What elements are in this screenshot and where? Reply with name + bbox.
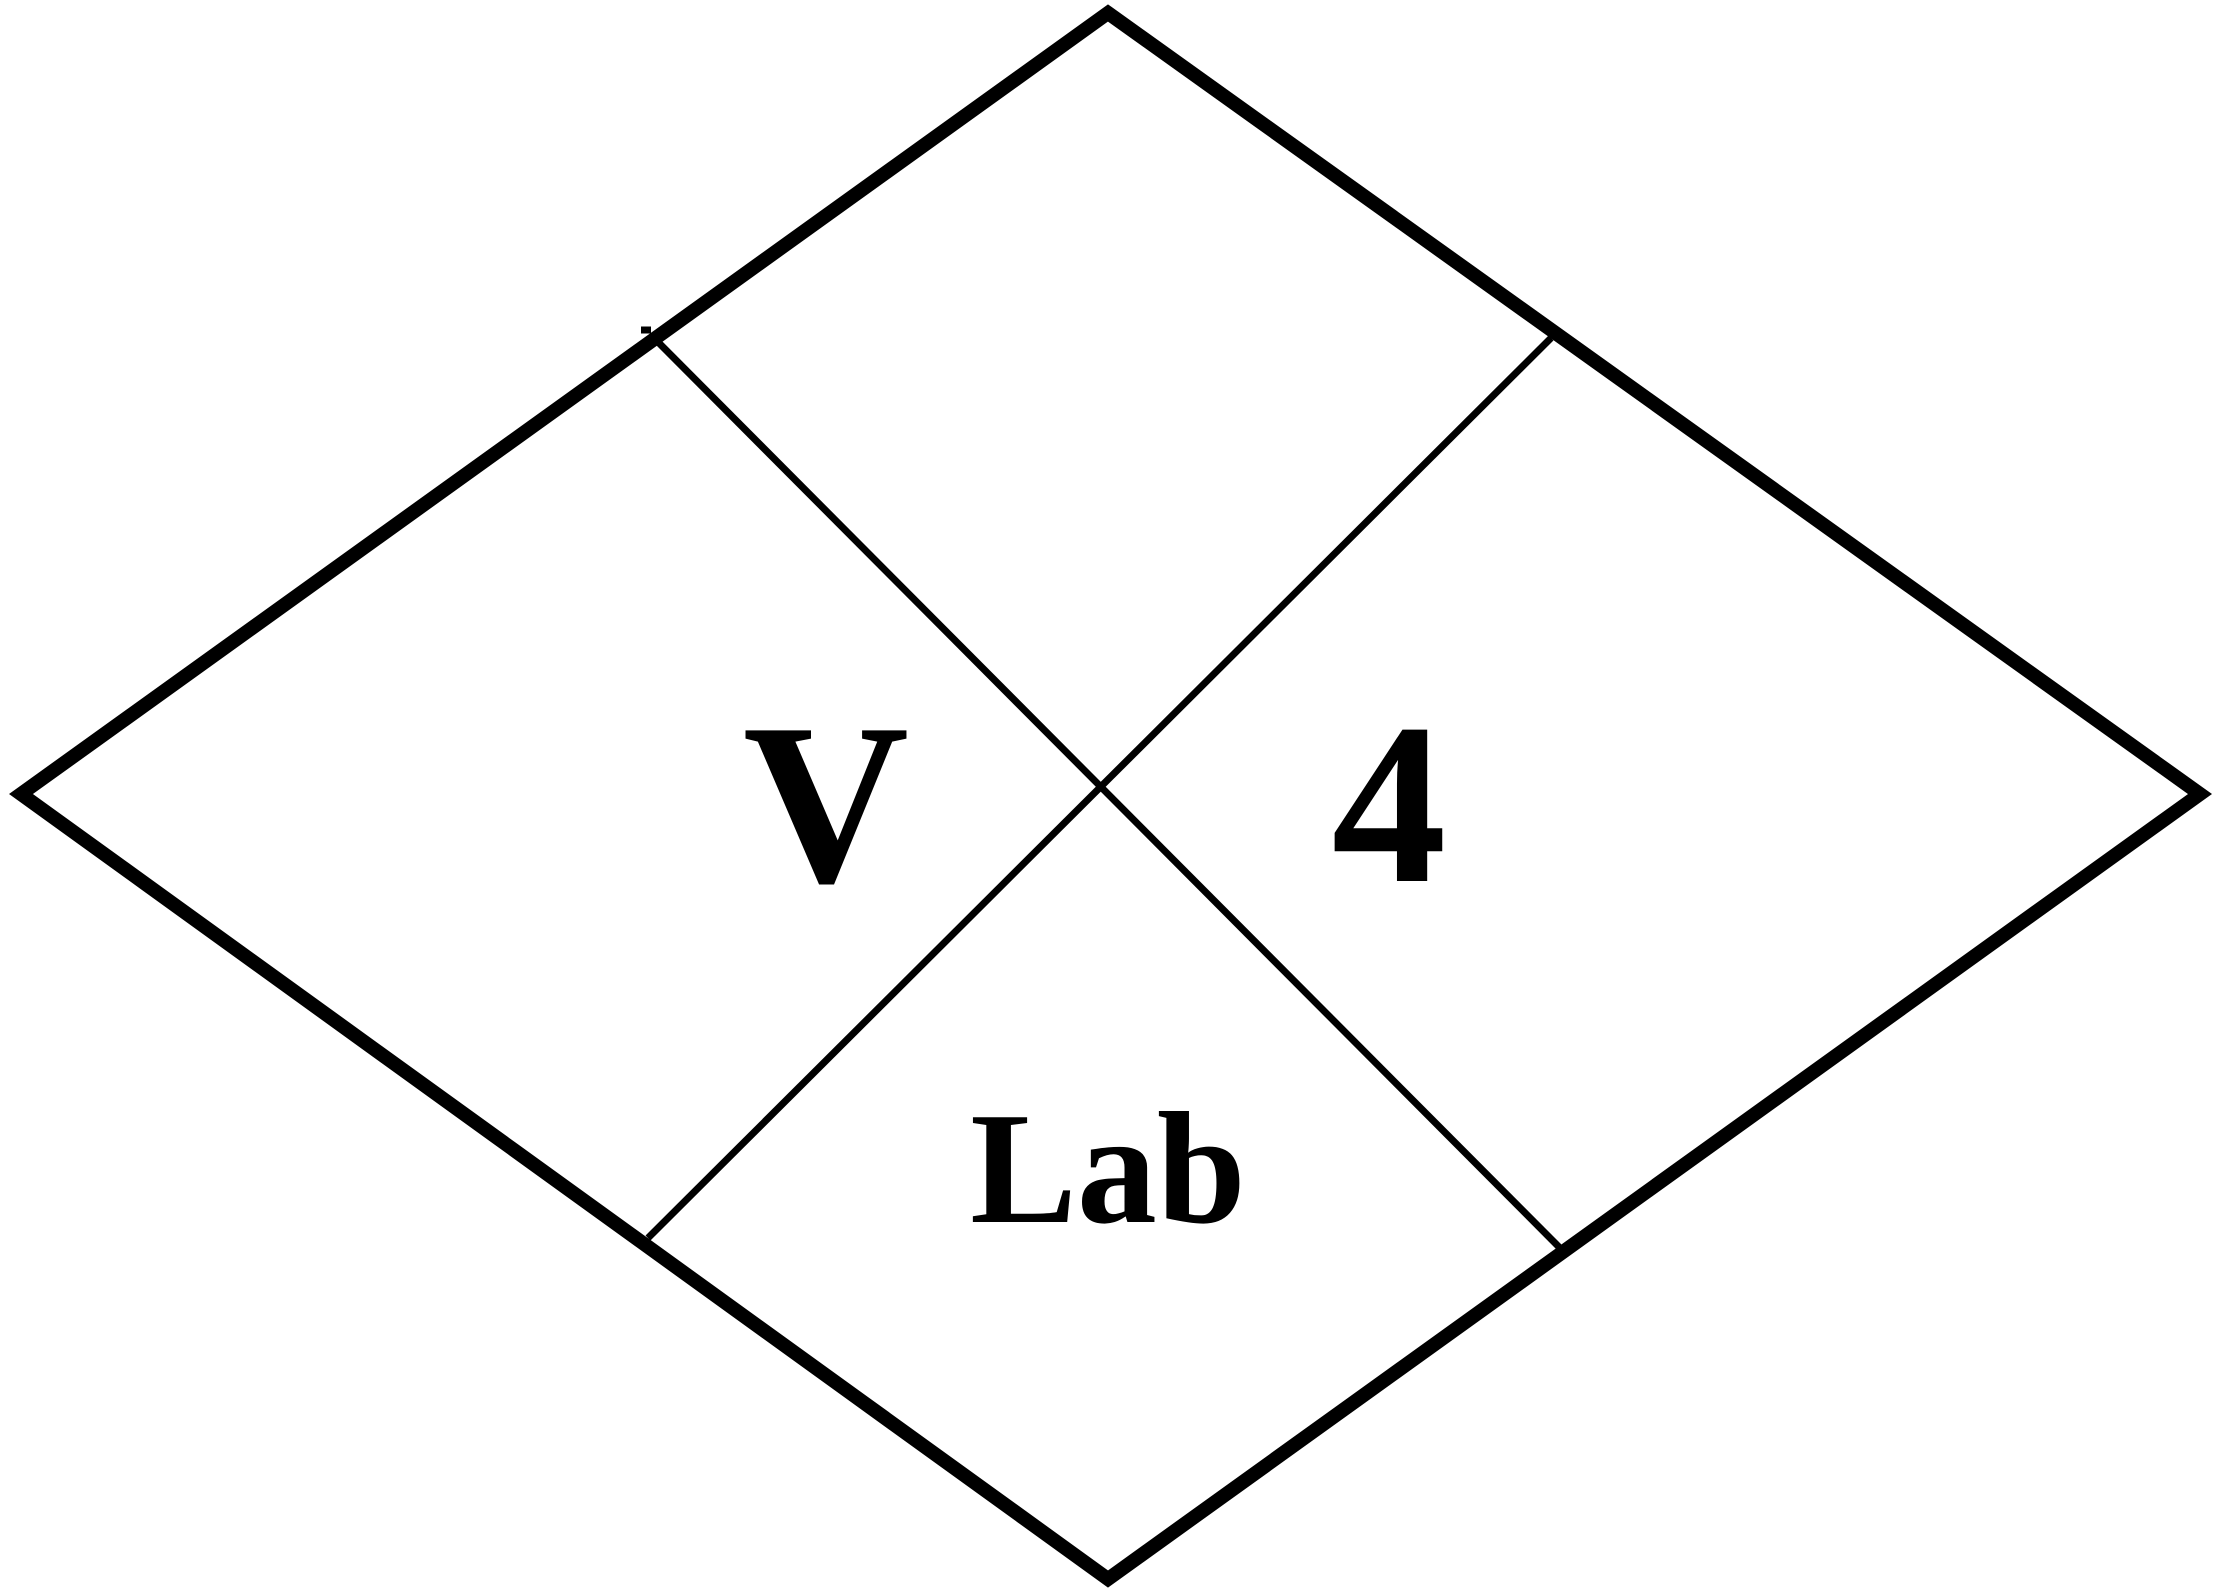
outer-diamond <box>9 4 2213 1588</box>
right-quadrant-label: 4 <box>1332 676 1447 931</box>
divider-line-ascending <box>645 335 1554 1241</box>
divider-line-descending <box>648 332 1562 1250</box>
bottom-quadrant-label: Lab <box>970 1079 1246 1257</box>
left-quadrant-label: V <box>743 676 909 931</box>
